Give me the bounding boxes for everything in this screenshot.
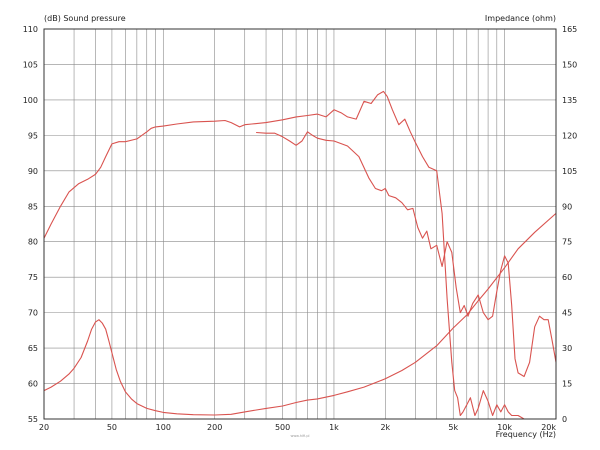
x-axis-ticks: 20 50 100 200 500 1k 2k 5k 10k 20k [39, 423, 556, 432]
x-tick-label: 1k [329, 423, 339, 432]
x-tick-label: 100 [156, 423, 171, 432]
right-tick-label: 60 [562, 273, 572, 282]
left-tick-label: 85 [28, 202, 38, 211]
left-tick-label: 80 [28, 238, 38, 247]
right-tick-label: 75 [562, 238, 572, 247]
x-axis-label: Frequency (Hz) [496, 430, 556, 439]
x-tick-label: 50 [107, 423, 117, 432]
x-tick-label: 20k [541, 423, 556, 432]
watermark: www.hifi.pl [290, 434, 309, 438]
right-tick-label: 150 [562, 60, 577, 69]
left-axis-label: (dB) Sound pressure [44, 14, 126, 23]
left-tick-label: 90 [28, 167, 38, 176]
right-axis-label: Impedance (ohm) [485, 14, 556, 23]
left-tick-label: 60 [28, 380, 38, 389]
right-tick-label: 0 [562, 415, 567, 424]
curves [43, 90, 557, 420]
spl-curve-1 [43, 90, 556, 420]
left-tick-label: 75 [28, 273, 38, 282]
grid [44, 29, 556, 419]
x-tick-label: 20 [39, 423, 49, 432]
right-tick-label: 90 [562, 202, 572, 211]
right-tick-label: 120 [562, 131, 577, 140]
x-tick-label: 2k [380, 423, 390, 432]
right-tick-label: 105 [562, 167, 577, 176]
plot-frame [43, 28, 557, 420]
spl-curve-2 [256, 131, 557, 378]
left-tick-label: 105 [23, 60, 38, 69]
right-tick-label: 165 [562, 25, 577, 34]
left-tick-label: 65 [28, 344, 38, 353]
left-tick-label: 100 [23, 96, 38, 105]
x-tick-label: 10k [497, 423, 512, 432]
left-tick-label: 95 [28, 131, 38, 140]
left-tick-label: 70 [28, 309, 38, 318]
left-tick-label: 55 [28, 415, 38, 424]
right-tick-label: 30 [562, 344, 572, 353]
x-tick-label: 5k [448, 423, 458, 432]
right-axis-ticks: 0 15 30 45 60 75 90 105 120 135 150 165 [562, 25, 577, 424]
right-tick-label: 15 [562, 380, 572, 389]
right-tick-label: 45 [562, 309, 572, 318]
x-tick-label: 200 [207, 423, 222, 432]
x-tick-label: 500 [275, 423, 290, 432]
left-tick-label: 110 [23, 25, 38, 34]
impedance-curve [43, 212, 557, 416]
left-axis-ticks: 55 60 65 70 75 80 85 90 95 100 105 110 [23, 25, 38, 424]
right-tick-label: 135 [562, 96, 577, 105]
